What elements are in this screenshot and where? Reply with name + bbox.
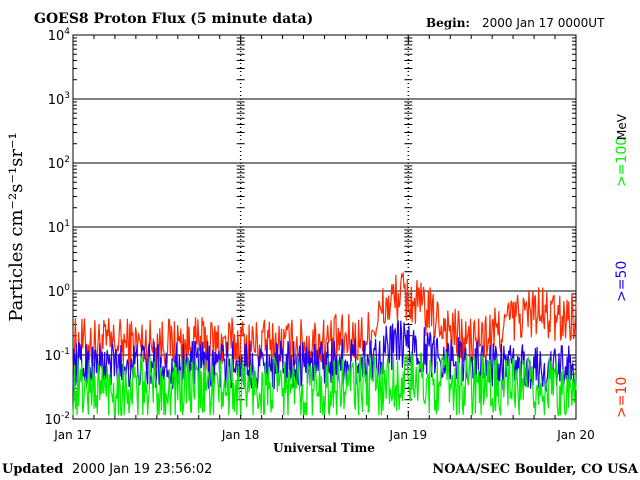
y-tick-labels: 104 103 102 101 100 10-1 10-2: [44, 27, 70, 428]
svg-text:10-2: 10-2: [44, 411, 70, 428]
begin-label: Begin:: [426, 16, 470, 30]
legend-entry: >=10: [614, 377, 630, 418]
updated-label: Updated: [2, 462, 63, 477]
x-tick-label: Jan 17: [53, 428, 92, 442]
begin-value: 2000 Jan 17 0000UT: [482, 16, 605, 30]
y-axis-label: Particles cm⁻²s⁻¹sr⁻¹: [6, 132, 27, 321]
updated-value: 2000 Jan 19 23:56:02: [72, 462, 212, 477]
y-tick-label: 101: [48, 219, 70, 236]
legend-entry: >=100: [614, 137, 630, 187]
svg-text:10-1: 10-1: [44, 347, 70, 364]
x-tick-labels: Jan 17 Jan 18 Jan 19 Jan 20: [53, 428, 595, 442]
y-tick-label: 103: [48, 91, 70, 108]
svg-text:103: 103: [48, 91, 70, 108]
credit-text: NOAA/SEC Boulder, CO USA: [432, 462, 639, 477]
x-axis-label: Universal Time: [273, 441, 375, 455]
data-series: [72, 272, 577, 416]
y-tick-label: 100: [48, 283, 71, 300]
svg-text:100: 100: [48, 283, 71, 300]
series-line-2: [72, 351, 577, 416]
legend-unit: MeV: [615, 113, 629, 140]
legend-entry: >=50: [614, 261, 630, 302]
series-line-1: [72, 320, 577, 393]
y-tick-label: 104: [48, 27, 71, 44]
svg-text:102: 102: [48, 155, 70, 172]
y-tick-label: 10-2: [44, 411, 70, 428]
svg-text:104: 104: [48, 27, 71, 44]
x-tick-label: Jan 20: [556, 428, 595, 442]
y-tick-label: 102: [48, 155, 70, 172]
chart-title: GOES8 Proton Flux (5 minute data): [34, 11, 313, 27]
x-tick-label: Jan 18: [221, 428, 260, 442]
x-tick-label: Jan 19: [389, 428, 428, 442]
svg-text:101: 101: [48, 219, 70, 236]
y-tick-label: 10-1: [44, 347, 70, 364]
